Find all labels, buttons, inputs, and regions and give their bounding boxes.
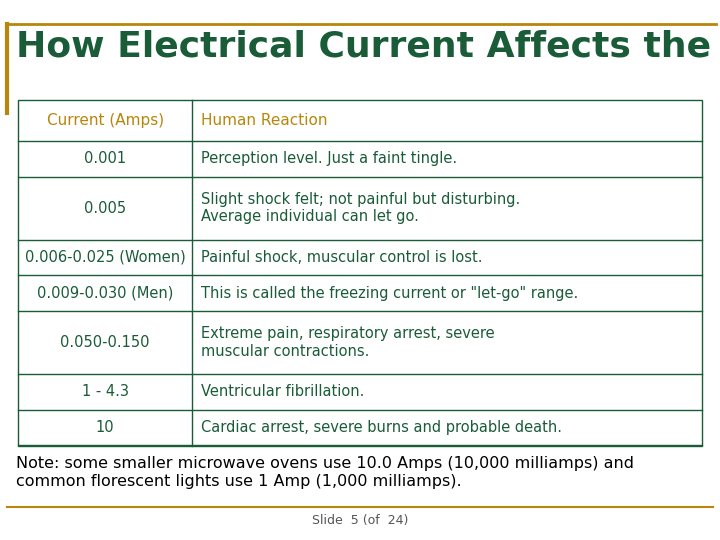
Text: Slide  5 (of  24): Slide 5 (of 24): [312, 514, 408, 527]
Text: Extreme pain, respiratory arrest, severe
muscular contractions.: Extreme pain, respiratory arrest, severe…: [201, 326, 495, 359]
Text: How Electrical Current Affects the Body: How Electrical Current Affects the Body: [16, 30, 720, 64]
Text: 10: 10: [96, 420, 114, 435]
Text: Ventricular fibrillation.: Ventricular fibrillation.: [201, 384, 364, 399]
Text: Slight shock felt; not painful but disturbing.
Average individual can let go.: Slight shock felt; not painful but distu…: [201, 192, 521, 225]
Text: 0.006-0.025 (Women): 0.006-0.025 (Women): [24, 250, 186, 265]
Text: This is called the freezing current or "let-go" range.: This is called the freezing current or "…: [201, 286, 578, 301]
Text: Current (Amps): Current (Amps): [47, 113, 163, 128]
Text: Note: some smaller microwave ovens use 10.0 Amps (10,000 milliamps) and
common f: Note: some smaller microwave ovens use 1…: [16, 456, 634, 489]
Text: Perception level. Just a faint tingle.: Perception level. Just a faint tingle.: [201, 152, 457, 166]
Text: 0.005: 0.005: [84, 201, 126, 216]
Text: 0.009-0.030 (Men): 0.009-0.030 (Men): [37, 286, 174, 301]
Text: 0.001: 0.001: [84, 152, 126, 166]
Text: Painful shock, muscular control is lost.: Painful shock, muscular control is lost.: [201, 250, 482, 265]
Text: Cardiac arrest, severe burns and probable death.: Cardiac arrest, severe burns and probabl…: [201, 420, 562, 435]
Text: Human Reaction: Human Reaction: [201, 113, 328, 128]
Text: 0.050-0.150: 0.050-0.150: [60, 335, 150, 350]
Text: 1 - 4.3: 1 - 4.3: [81, 384, 129, 399]
